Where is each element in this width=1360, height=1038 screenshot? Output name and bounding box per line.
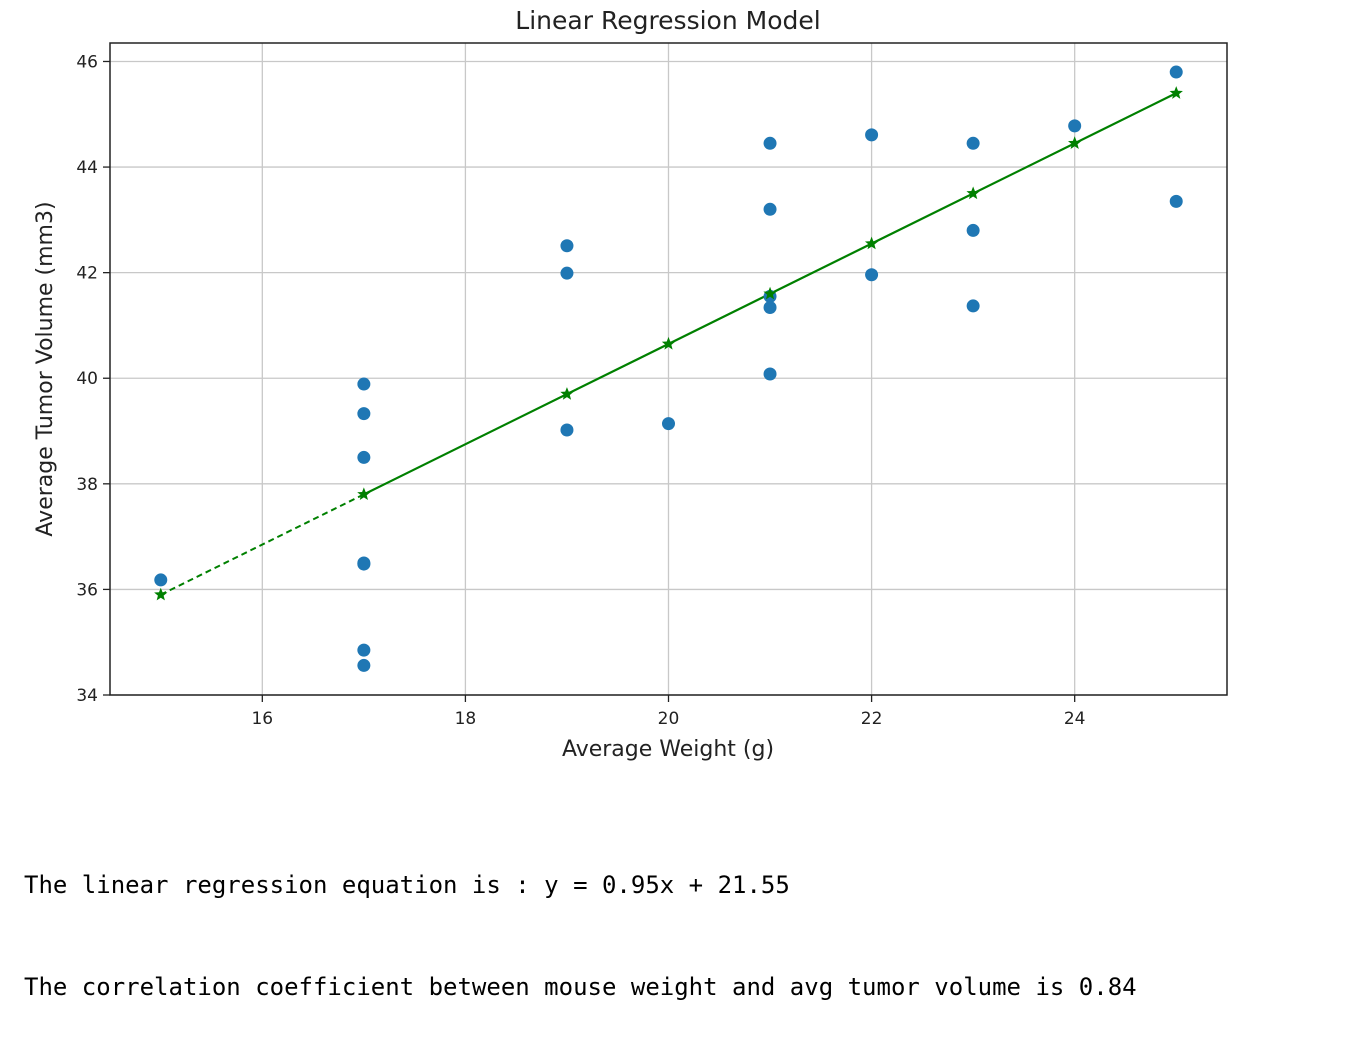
y-axis-ticks: 34 36 38 40 42 44 46 (76, 52, 110, 706)
regression-star-marker (1169, 86, 1183, 99)
regression-star-marker (357, 487, 371, 501)
regression-star-marker (1068, 136, 1082, 149)
data-point (763, 136, 777, 150)
data-point (763, 300, 777, 314)
x-tick-label: 24 (1064, 709, 1086, 729)
data-point (763, 202, 777, 216)
regression-markers (154, 86, 1183, 601)
data-point (560, 423, 574, 437)
data-point (357, 643, 371, 657)
y-tick-label: 46 (76, 52, 98, 72)
regression-star-marker (864, 236, 879, 250)
y-tick-label: 44 (76, 158, 98, 178)
data-point (966, 223, 980, 237)
data-point (966, 136, 980, 150)
notebook-output: The linear regression equation is : y = … (24, 800, 1137, 1038)
regression-star-marker (560, 387, 574, 400)
chart-title: Linear Regression Model (515, 6, 820, 35)
y-tick-label: 34 (76, 686, 98, 706)
x-tick-label: 16 (251, 709, 273, 729)
regression-star-marker (661, 336, 676, 350)
scatter-points (154, 65, 1183, 672)
y-tick-label: 36 (76, 580, 98, 600)
data-point (357, 658, 371, 672)
data-point (763, 367, 777, 381)
x-axis-label: Average Weight (g) (562, 737, 774, 762)
regression-equation-text: The linear regression equation is : y = … (24, 871, 790, 899)
data-point (1169, 194, 1183, 208)
x-tick-label: 22 (861, 709, 883, 729)
regression-star-marker (966, 186, 980, 200)
regression-star-marker (154, 587, 168, 601)
data-point (357, 407, 371, 421)
data-point (357, 377, 371, 391)
data-point (865, 268, 879, 282)
x-axis-ticks: 16 18 20 22 24 (251, 695, 1086, 729)
x-tick-label: 20 (658, 709, 680, 729)
data-point (560, 266, 574, 280)
y-tick-label: 40 (76, 369, 98, 389)
data-point (1169, 65, 1183, 79)
correlation-text: The correlation coefficient between mous… (24, 973, 1137, 1001)
data-point (560, 239, 574, 253)
data-point (357, 450, 371, 464)
data-point (865, 128, 879, 142)
regression-star-marker (763, 286, 777, 300)
y-tick-label: 42 (76, 264, 98, 284)
data-point (966, 299, 980, 313)
gridlines (110, 43, 1227, 696)
data-point (662, 417, 675, 431)
data-point (154, 573, 168, 587)
regression-segment-dashed (160, 493, 365, 596)
data-point (357, 557, 371, 571)
y-axis-label: Average Tumor Volume (mm3) (33, 201, 58, 536)
regression-chart: Linear Regression Model 16 18 20 22 24 34363… (33, 6, 1228, 762)
x-tick-label: 18 (455, 709, 477, 729)
y-tick-label: 38 (76, 475, 98, 495)
data-point (1068, 119, 1082, 133)
